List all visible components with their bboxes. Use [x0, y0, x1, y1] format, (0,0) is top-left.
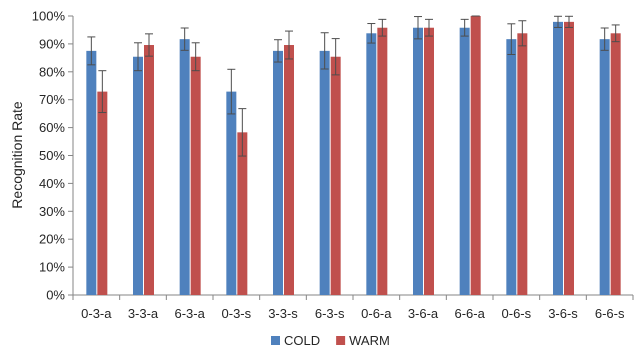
x-tick-label: 0-3-s: [222, 306, 252, 321]
y-axis-label: Recognition Rate: [9, 101, 25, 209]
y-tick-label: 90%: [39, 36, 65, 51]
bar-warm: [610, 33, 621, 295]
x-tick-label: 6-3-a: [174, 306, 205, 321]
bar-warm: [377, 27, 388, 296]
legend-swatch-warm: [336, 336, 346, 345]
x-tick-label: 0-6-a: [361, 306, 392, 321]
bar-cold: [459, 27, 470, 296]
x-tick-label: 3-6-a: [408, 306, 439, 321]
y-tick-label: 20%: [39, 232, 65, 247]
y-tick-label: 80%: [39, 64, 65, 79]
x-tick-label: 0-6-s: [502, 306, 532, 321]
bar-cold: [86, 50, 97, 295]
legend-label-warm: WARM: [349, 333, 390, 348]
x-tick-label: 6-3-s: [315, 306, 345, 321]
bar-warm: [330, 56, 341, 295]
y-tick-label: 60%: [39, 120, 65, 135]
legend-swatch-cold: [271, 336, 280, 345]
bar-warm: [144, 45, 154, 296]
legend: COLD WARM: [271, 333, 390, 348]
bar-cold: [133, 56, 143, 295]
bar-cold: [273, 50, 283, 295]
x-tick-label: 6-6-a: [454, 306, 485, 321]
bar-cold: [366, 33, 377, 295]
x-tick-label: 0-3-a: [81, 306, 112, 321]
bar-warm: [517, 33, 528, 295]
error-bars: [87, 15, 620, 157]
y-tick-label: 100%: [32, 9, 66, 24]
x-tick-label: 3-3-a: [128, 306, 159, 321]
bar-cold: [553, 21, 563, 295]
bar-cold: [319, 50, 330, 295]
bar-warm: [424, 27, 434, 296]
bar-warm: [470, 16, 481, 295]
bar-warm: [190, 56, 201, 295]
y-tick-label: 30%: [39, 204, 65, 219]
y-tick-label: 40%: [39, 176, 65, 191]
y-tick-label: 0%: [46, 288, 65, 303]
bar-cold: [226, 91, 237, 295]
legend-label-cold: COLD: [284, 333, 320, 348]
x-tick-label: 3-3-s: [268, 306, 298, 321]
bar-warm: [97, 91, 108, 295]
y-axis: 0% 10% 20% 30% 40% 50% 60% 70% 80% 90% 100%: [32, 9, 74, 303]
bar-warm: [237, 132, 248, 295]
bar-cold: [506, 39, 517, 296]
bar-cold: [413, 27, 423, 296]
x-axis: 0-3-a 3-3-a 6-3-a 0-3-s 3-3-s 6-3-s 0-6-a 3-6-a…: [72, 294, 634, 321]
x-tick-label: 3-6-s: [548, 306, 578, 321]
y-tick-label: 50%: [39, 148, 65, 163]
bars: [86, 16, 621, 296]
y-tick-label: 10%: [39, 260, 65, 275]
bar-cold: [599, 39, 610, 296]
bar-warm: [564, 21, 574, 295]
y-tick-label: 70%: [39, 92, 65, 107]
bar-cold: [179, 39, 190, 296]
bar-warm: [284, 45, 294, 296]
x-tick-label: 6-6-s: [595, 306, 625, 321]
